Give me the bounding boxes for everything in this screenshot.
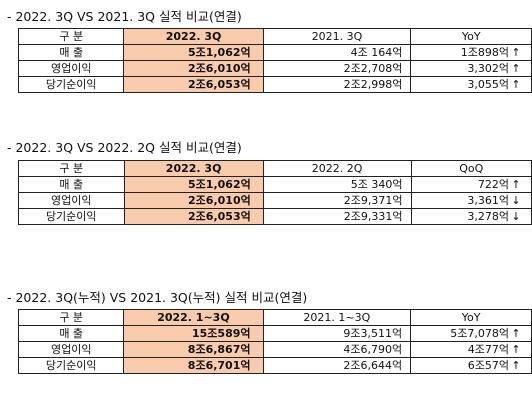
previous-value: 4조6,790억 xyxy=(262,341,412,358)
current-value: 2조6,053억 xyxy=(123,208,264,225)
row-label: 매 출 xyxy=(17,44,125,61)
change-value: 3,055억 xyxy=(467,78,509,91)
header-category: 구 분 xyxy=(17,309,125,326)
row-label: 매 출 xyxy=(18,176,125,193)
change-value: 1조898억 xyxy=(460,46,509,59)
header-category: 구 분 xyxy=(18,160,125,177)
table-header-row: 구 분 2022. 3Q 2022. 2Q QoQ xyxy=(18,160,532,177)
comparison-table: 구 분 2022. 3Q 2022. 2Q QoQ 매 출 5조1,062억 5… xyxy=(18,160,532,225)
header-change: YoY xyxy=(410,28,532,45)
change-value: 6조57억 xyxy=(467,359,509,372)
header-current-period: 2022. 3Q xyxy=(123,160,264,177)
table-row: 당기순이익 2조6,053억 2조9,331억 3,278억 ↓ xyxy=(18,208,532,225)
change-value: 3,302억 xyxy=(467,62,509,75)
table-row: 영업이익 2조6,010억 2조9,371억 3,361억 ↓ xyxy=(18,192,532,209)
table-row: 매 출 15조589억 9조3,511억 5조7,078억 ↑ xyxy=(17,325,532,342)
section-title: - 2022. 3Q(누적) VS 2021. 3Q(누적) 실적 비교(연결) xyxy=(7,290,308,305)
change-cell: 1조898억 ↑ xyxy=(410,44,532,61)
change-cell: 722억 ↑ xyxy=(410,176,532,193)
previous-value: 5조 340억 xyxy=(262,176,412,193)
header-change: QoQ xyxy=(410,160,532,177)
arrow-up-icon: ↑ xyxy=(511,62,521,75)
previous-value: 2조2,708억 xyxy=(262,60,412,77)
current-value: 8조6,701억 xyxy=(123,357,264,374)
table-row: 영업이익 2조6,010억 2조2,708억 3,302억 ↑ xyxy=(17,60,532,77)
table-header-row: 구 분 2022. 3Q 2021. 3Q YoY xyxy=(17,28,532,45)
arrow-up-icon: ↑ xyxy=(511,78,521,91)
table-row: 매 출 5조1,062억 5조 340억 722억 ↑ xyxy=(18,176,532,193)
row-label: 당기순이익 xyxy=(18,208,125,225)
row-label: 영업이익 xyxy=(18,192,125,209)
change-cell: 5조7,078억 ↑ xyxy=(410,325,532,342)
header-previous-period: 2021. 3Q xyxy=(262,28,412,45)
change-cell: 3,055억 ↑ xyxy=(410,76,532,93)
change-cell: 3,302억 ↑ xyxy=(410,60,532,77)
comparison-table: 구 분 2022. 3Q 2021. 3Q YoY 매 출 5조1,062억 4… xyxy=(17,28,532,93)
arrow-up-icon: ↑ xyxy=(511,46,521,59)
table-row: 당기순이익 2조6,053억 2조2,998억 3,055억 ↑ xyxy=(17,76,532,93)
header-category: 구 분 xyxy=(17,28,125,45)
arrow-up-icon: ↑ xyxy=(511,359,521,372)
row-label: 당기순이익 xyxy=(17,76,125,93)
table-row: 매 출 5조1,062억 4조 164억 1조898억 ↑ xyxy=(17,44,532,61)
arrow-up-icon: ↑ xyxy=(511,343,521,356)
current-value: 5조1,062억 xyxy=(123,176,264,193)
table-header-row: 구 분 2022. 1~3Q 2021. 1~3Q YoY xyxy=(17,309,532,326)
change-cell: 4조77억 ↑ xyxy=(410,341,532,358)
change-cell: 3,278억 ↓ xyxy=(410,208,532,225)
row-label: 영업이익 xyxy=(17,341,125,358)
previous-value: 2조9,371억 xyxy=(262,192,412,209)
comparison-table: 구 분 2022. 1~3Q 2021. 1~3Q YoY 매 출 15조589… xyxy=(17,309,532,374)
header-previous-period: 2021. 1~3Q xyxy=(262,309,412,326)
current-value: 2조6,010억 xyxy=(123,192,264,209)
table-row: 영업이익 8조6,867억 4조6,790억 4조77억 ↑ xyxy=(17,341,532,358)
change-value: 722억 xyxy=(477,178,509,191)
change-value: 3,278억 xyxy=(467,210,509,223)
previous-value: 2조9,331억 xyxy=(262,208,412,225)
previous-value: 2조6,644억 xyxy=(262,357,412,374)
section-title: - 2022. 3Q VS 2021. 3Q 실적 비교(연결) xyxy=(7,9,242,24)
current-value: 2조6,053억 xyxy=(123,76,264,93)
row-label: 당기순이익 xyxy=(17,357,125,374)
change-cell: 6조57억 ↑ xyxy=(410,357,532,374)
header-current-period: 2022. 3Q xyxy=(123,28,264,45)
arrow-up-icon: ↑ xyxy=(511,178,521,191)
header-previous-period: 2022. 2Q xyxy=(262,160,412,177)
arrow-down-icon: ↓ xyxy=(511,194,521,207)
previous-value: 2조2,998억 xyxy=(262,76,412,93)
previous-value: 4조 164억 xyxy=(262,44,412,61)
change-value: 5조7,078억 xyxy=(450,327,509,340)
change-cell: 3,361억 ↓ xyxy=(410,192,532,209)
header-change: YoY xyxy=(410,309,532,326)
change-value: 3,361억 xyxy=(467,194,509,207)
row-label: 매 출 xyxy=(17,325,125,342)
arrow-down-icon: ↓ xyxy=(511,210,521,223)
arrow-up-icon: ↑ xyxy=(511,327,521,340)
current-value: 8조6,867억 xyxy=(123,341,264,358)
change-value: 4조77억 xyxy=(467,343,509,356)
current-value: 2조6,010억 xyxy=(123,60,264,77)
previous-value: 9조3,511억 xyxy=(262,325,412,342)
current-value: 5조1,062억 xyxy=(123,44,264,61)
row-label: 영업이익 xyxy=(17,60,125,77)
table-row: 당기순이익 8조6,701억 2조6,644억 6조57억 ↑ xyxy=(17,357,532,374)
header-current-period: 2022. 1~3Q xyxy=(123,309,264,326)
section-title: - 2022. 3Q VS 2022. 2Q 실적 비교(연결) xyxy=(7,140,242,155)
current-value: 15조589억 xyxy=(123,325,264,342)
